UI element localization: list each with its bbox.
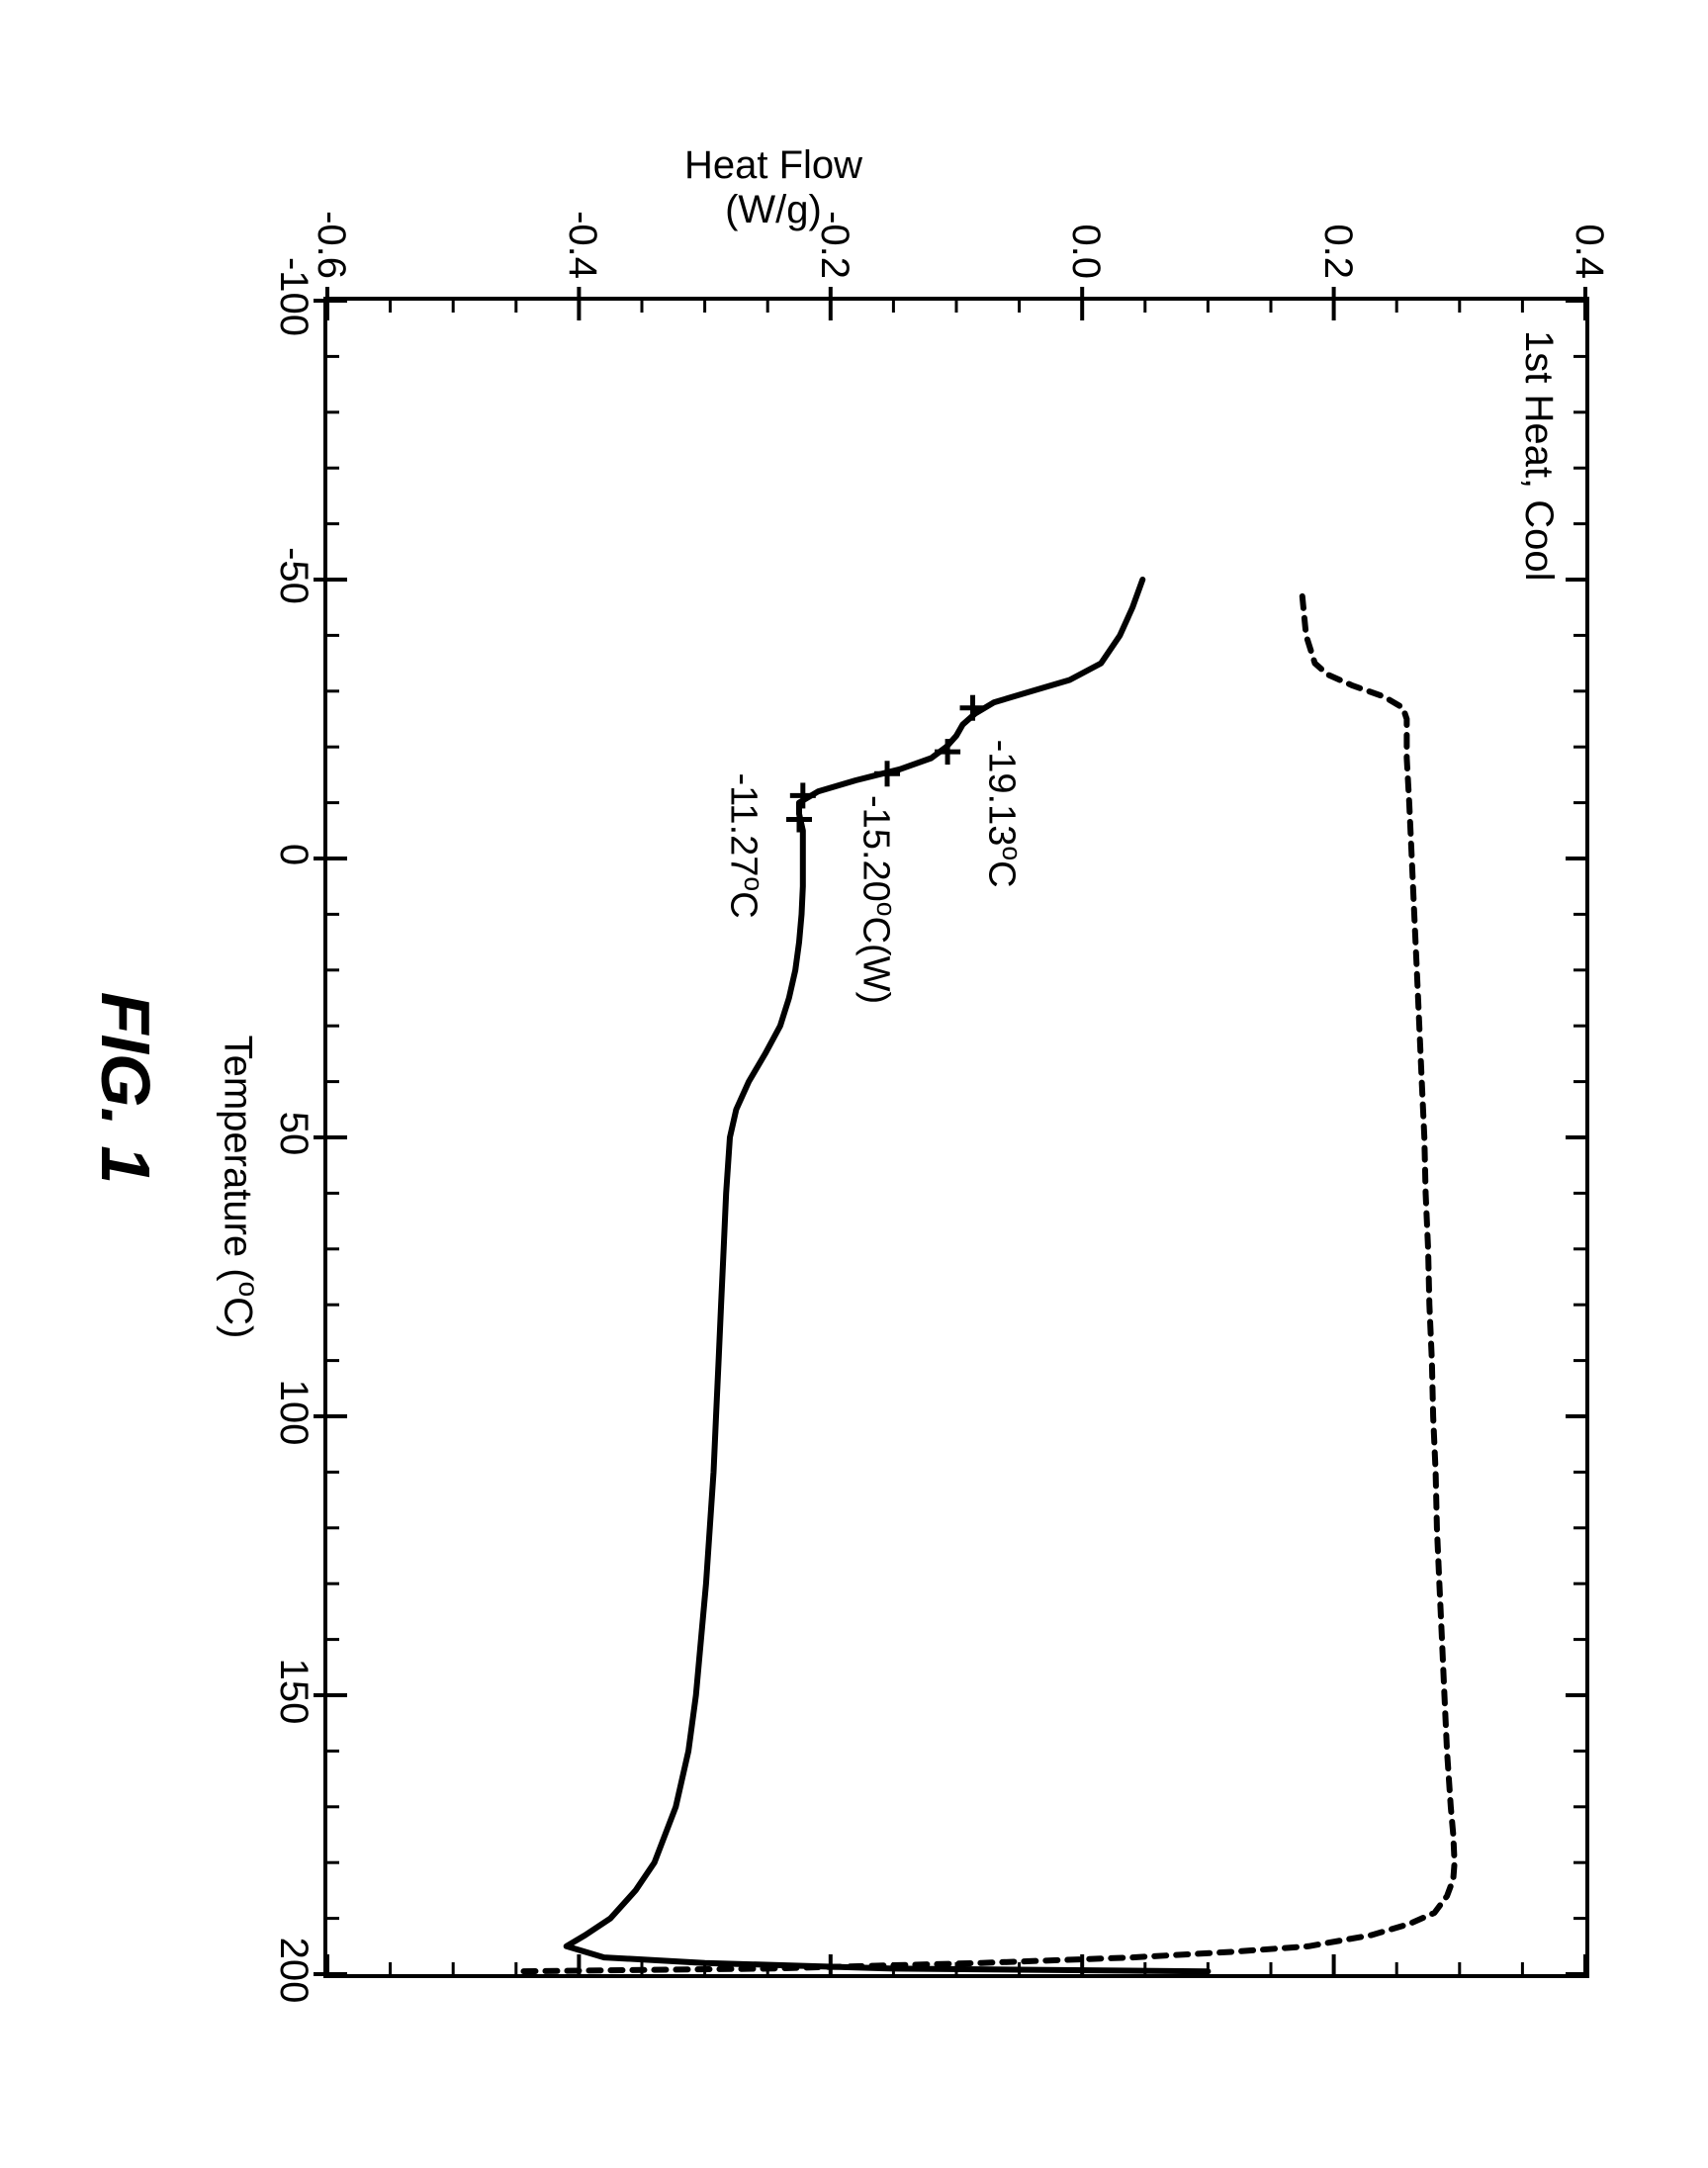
- data-annotation: -19.13oC: [979, 740, 1027, 888]
- page: 1st Heat, Cool -19.13oC -15.20oC(W) -11.27…: [0, 0, 1708, 2168]
- y-tick-label: 0.0: [1063, 224, 1108, 279]
- y-axis-label-line2: (W/g): [650, 188, 897, 232]
- chart-title-label: 1st Heat, Cool: [1516, 330, 1561, 581]
- data-annotation: -11.27oC: [721, 772, 768, 918]
- x-tick-label: -50: [271, 526, 315, 625]
- figure-caption: FIG. 1: [86, 890, 165, 1286]
- y-tick-label: 0.4: [1567, 224, 1611, 279]
- x-tick-label: 150: [271, 1642, 315, 1741]
- series-solid: [567, 580, 1209, 1971]
- x-tick-label: 200: [271, 1921, 315, 2020]
- plot-area: 1st Heat, Cool -19.13oC -15.20oC(W) -11.27…: [323, 297, 1589, 1978]
- y-tick-label: -0.2: [812, 211, 856, 279]
- data-annotation: -15.20oC(W): [854, 795, 901, 1004]
- x-tick-label: 0: [271, 805, 315, 904]
- plot-svg: [327, 301, 1585, 1974]
- x-tick-label: -100: [271, 247, 315, 346]
- y-tick-label: 0.2: [1315, 224, 1360, 279]
- x-tick-label: 50: [271, 1084, 315, 1183]
- x-axis-label-suffix: C): [217, 1297, 260, 1338]
- x-axis-label-prefix: Temperature (: [217, 1036, 260, 1282]
- y-tick-label: -0.4: [560, 211, 604, 279]
- degree-symbol: o: [233, 1282, 264, 1298]
- chart-container: 1st Heat, Cool -19.13oC -15.20oC(W) -11.27…: [0, 0, 1708, 2168]
- x-axis-label: Temperature (oC): [216, 989, 264, 1385]
- x-tick-label: 100: [271, 1363, 315, 1462]
- y-axis-label: Heat Flow (W/g): [650, 143, 897, 232]
- y-axis-label-line1: Heat Flow: [650, 143, 897, 188]
